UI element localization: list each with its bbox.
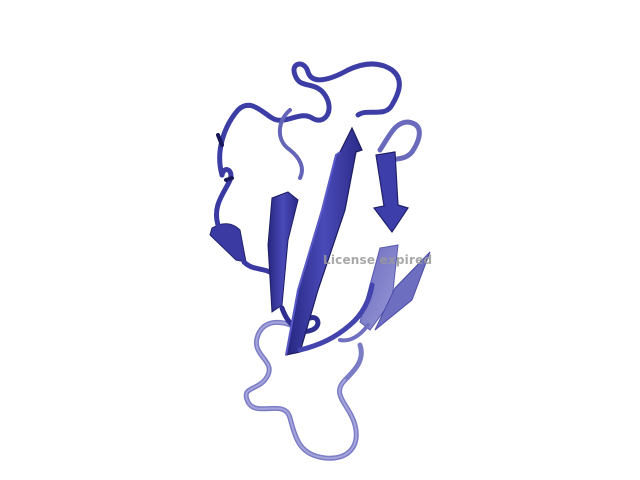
coil-loop-bottom-shade <box>245 321 358 460</box>
coil-detail-2 <box>224 176 234 182</box>
license-watermark: License expired <box>323 253 433 267</box>
coil-detail-1 <box>216 133 224 147</box>
beta-strand-right <box>372 151 409 234</box>
beta-strand-left-center <box>267 191 299 313</box>
coil-lower-right <box>338 323 370 343</box>
coil-loop-top-right <box>377 119 422 163</box>
beta-strand-left <box>209 223 247 263</box>
beta-strand-back-right-arrow <box>374 251 431 331</box>
coil-lower-center <box>297 282 375 353</box>
beta-strand-central-edge <box>285 151 341 356</box>
beta-strand-central <box>285 126 363 356</box>
coil-loop-top-back <box>277 108 304 180</box>
coil-left-lower <box>241 259 273 275</box>
coil-loop-bottom <box>243 319 364 461</box>
coil-strand-connector <box>279 305 321 334</box>
coil-loop-top <box>217 61 402 178</box>
